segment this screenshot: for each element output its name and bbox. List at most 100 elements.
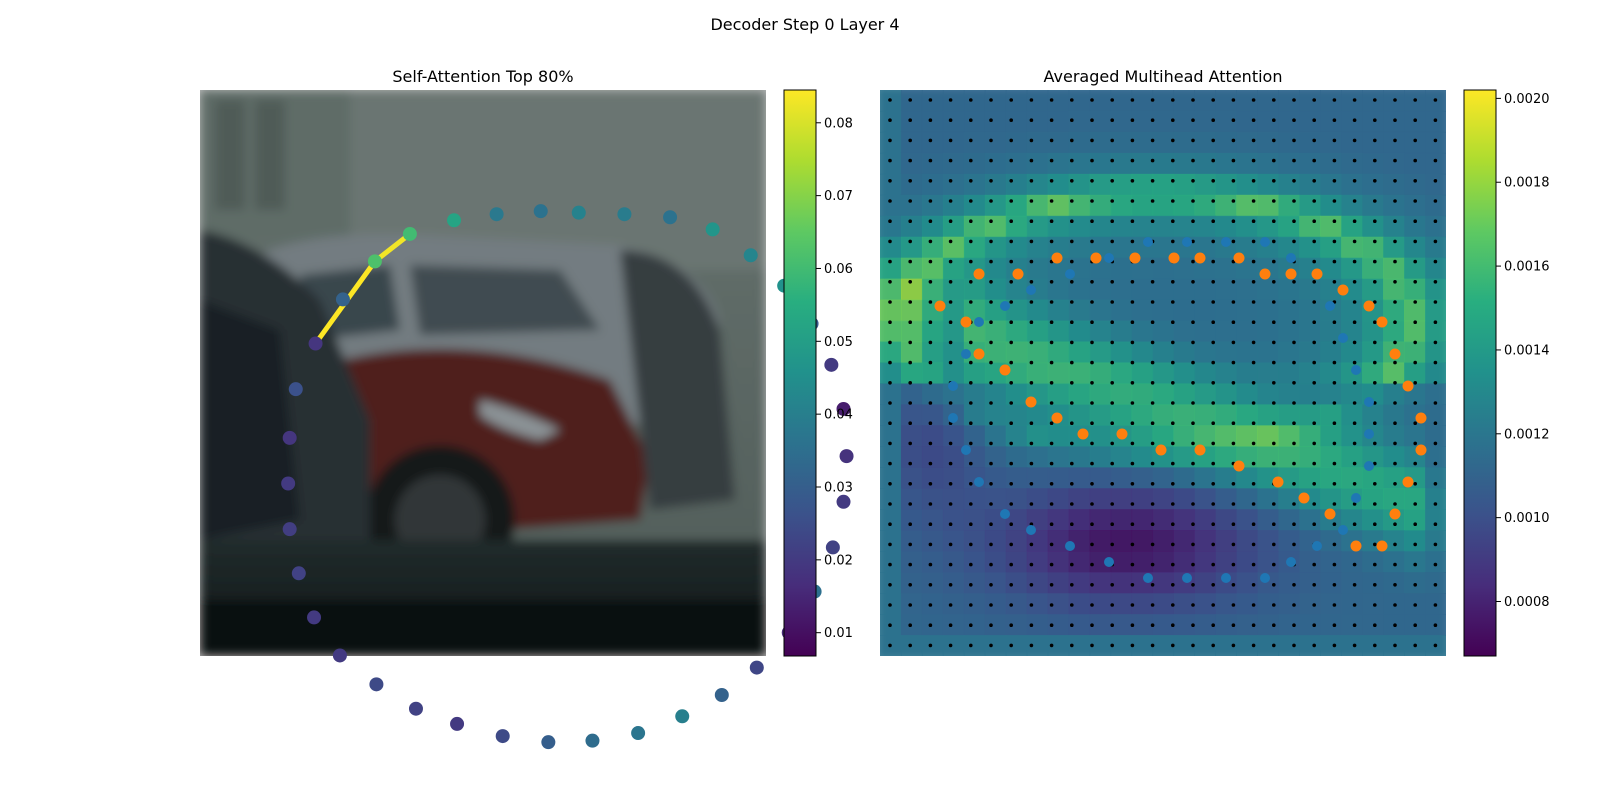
- grid-dot: [1130, 421, 1135, 426]
- heatmap-cell: [1110, 467, 1133, 489]
- heatmap-cell: [1257, 131, 1279, 154]
- grid-dot: [928, 381, 933, 385]
- heatmap-cell: [984, 467, 1007, 489]
- grid-dot: [908, 280, 912, 284]
- grid-dot: [908, 482, 912, 486]
- heatmap-cell: [1110, 446, 1133, 468]
- grid-dot: [1251, 603, 1256, 607]
- heatmap-cell: [1236, 635, 1258, 656]
- grid-dot: [1393, 118, 1397, 122]
- heatmap-cell: [1131, 530, 1154, 552]
- grid-dot: [1393, 381, 1397, 385]
- grid-dot: [1433, 482, 1438, 486]
- grid-dot: [928, 421, 933, 426]
- heatmap-cell: [880, 467, 902, 489]
- grid-dot: [1211, 219, 1215, 223]
- orange-point-30: [1168, 252, 1180, 264]
- heatmap-cell: [1320, 488, 1342, 510]
- heatmap-cell: [1257, 446, 1279, 468]
- grid-dot: [1352, 179, 1357, 183]
- grid-dot: [1130, 118, 1135, 122]
- heatmap-cell: [1110, 131, 1133, 154]
- grid-dot: [1413, 158, 1417, 163]
- grid-dot: [1373, 623, 1377, 627]
- grid-dot: [989, 421, 993, 426]
- grid-dot: [1150, 502, 1155, 506]
- grid-dot: [948, 239, 953, 244]
- attention-point-2: [663, 210, 678, 225]
- blue-point-7: [1364, 429, 1374, 439]
- grid-dot: [888, 542, 892, 547]
- grid-dot: [1009, 158, 1013, 163]
- heatmap-cell: [1383, 194, 1405, 217]
- grid-dot: [1332, 381, 1337, 385]
- heatmap-cell: [942, 446, 965, 468]
- heatmap-cell: [1278, 446, 1300, 468]
- grid-dot: [908, 360, 912, 365]
- grid-dot: [1433, 219, 1438, 223]
- grid-dot: [1373, 320, 1377, 325]
- heatmap-cell: [1173, 299, 1196, 322]
- heatmap-cell: [1026, 90, 1049, 112]
- grid-dot: [1009, 583, 1013, 587]
- colorbar-tick-label-7: 0.08: [824, 116, 853, 131]
- grid-dot: [1049, 98, 1054, 102]
- heatmap-cell: [1215, 299, 1237, 322]
- grid-dot: [1191, 118, 1195, 122]
- grid-dot: [1393, 441, 1397, 446]
- blue-point-12: [1286, 557, 1296, 567]
- heatmap-cell: [1152, 341, 1175, 364]
- grid-dot: [1433, 280, 1438, 284]
- heatmap-cell: [1089, 593, 1112, 615]
- orange-point-27: [1259, 268, 1271, 280]
- grid-dot: [1413, 623, 1417, 627]
- heatmap-cell: [1194, 299, 1217, 322]
- heatmap-cell: [1173, 362, 1196, 385]
- grid-dot: [1413, 603, 1417, 607]
- grid-dot: [1272, 118, 1276, 122]
- heatmap-cell: [1194, 614, 1217, 636]
- heatmap-cell: [1383, 362, 1405, 385]
- heatmap-cell: [1299, 320, 1321, 343]
- heatmap-cell: [1341, 278, 1363, 301]
- grid-dot: [1090, 482, 1094, 486]
- grid-dot: [1292, 138, 1296, 143]
- grid-dot: [1029, 239, 1034, 244]
- grid-dot: [1332, 441, 1337, 446]
- heatmap-cell: [1047, 446, 1070, 468]
- grid-dot: [1029, 542, 1034, 547]
- grid-dot: [928, 360, 933, 365]
- heatmap-cell: [963, 236, 986, 259]
- grid-dot: [1009, 502, 1013, 506]
- self-attention-panel: Self-Attention Top 80%: [200, 67, 854, 750]
- grid-dot: [1292, 461, 1296, 466]
- heatmap-cell: [963, 635, 986, 656]
- heatmap-cell: [1194, 404, 1217, 427]
- grid-dot: [989, 401, 993, 405]
- heatmap-cell: [1047, 131, 1070, 154]
- multihead-attention-panel: Averaged Multihead Attention 0.00080.001…: [880, 67, 1550, 657]
- grid-dot: [989, 179, 993, 183]
- grid-dot: [1070, 320, 1074, 325]
- grid-dot: [1373, 603, 1377, 607]
- heatmap-cell: [1404, 425, 1426, 447]
- heatmap-cell: [1026, 362, 1049, 385]
- grid-dot: [1009, 542, 1013, 547]
- grid-dot: [969, 179, 973, 183]
- heatmap-cell: [1005, 488, 1028, 510]
- grid-dot: [1211, 259, 1215, 264]
- blue-point-20: [1000, 509, 1010, 519]
- heatmap-cell: [1257, 509, 1279, 531]
- grid-dot: [1049, 583, 1054, 587]
- heatmap-cell: [900, 320, 923, 343]
- grid-dot: [1090, 522, 1094, 526]
- grid-dot: [1110, 280, 1114, 284]
- heatmap-cell: [880, 194, 902, 217]
- grid-dot: [1110, 623, 1114, 627]
- grid-dot: [989, 320, 993, 325]
- grid-dot: [969, 300, 973, 304]
- grid-dot: [1332, 360, 1337, 365]
- grid-dot: [989, 583, 993, 587]
- grid-dot: [1292, 643, 1296, 648]
- heatmap-cell: [1236, 257, 1258, 280]
